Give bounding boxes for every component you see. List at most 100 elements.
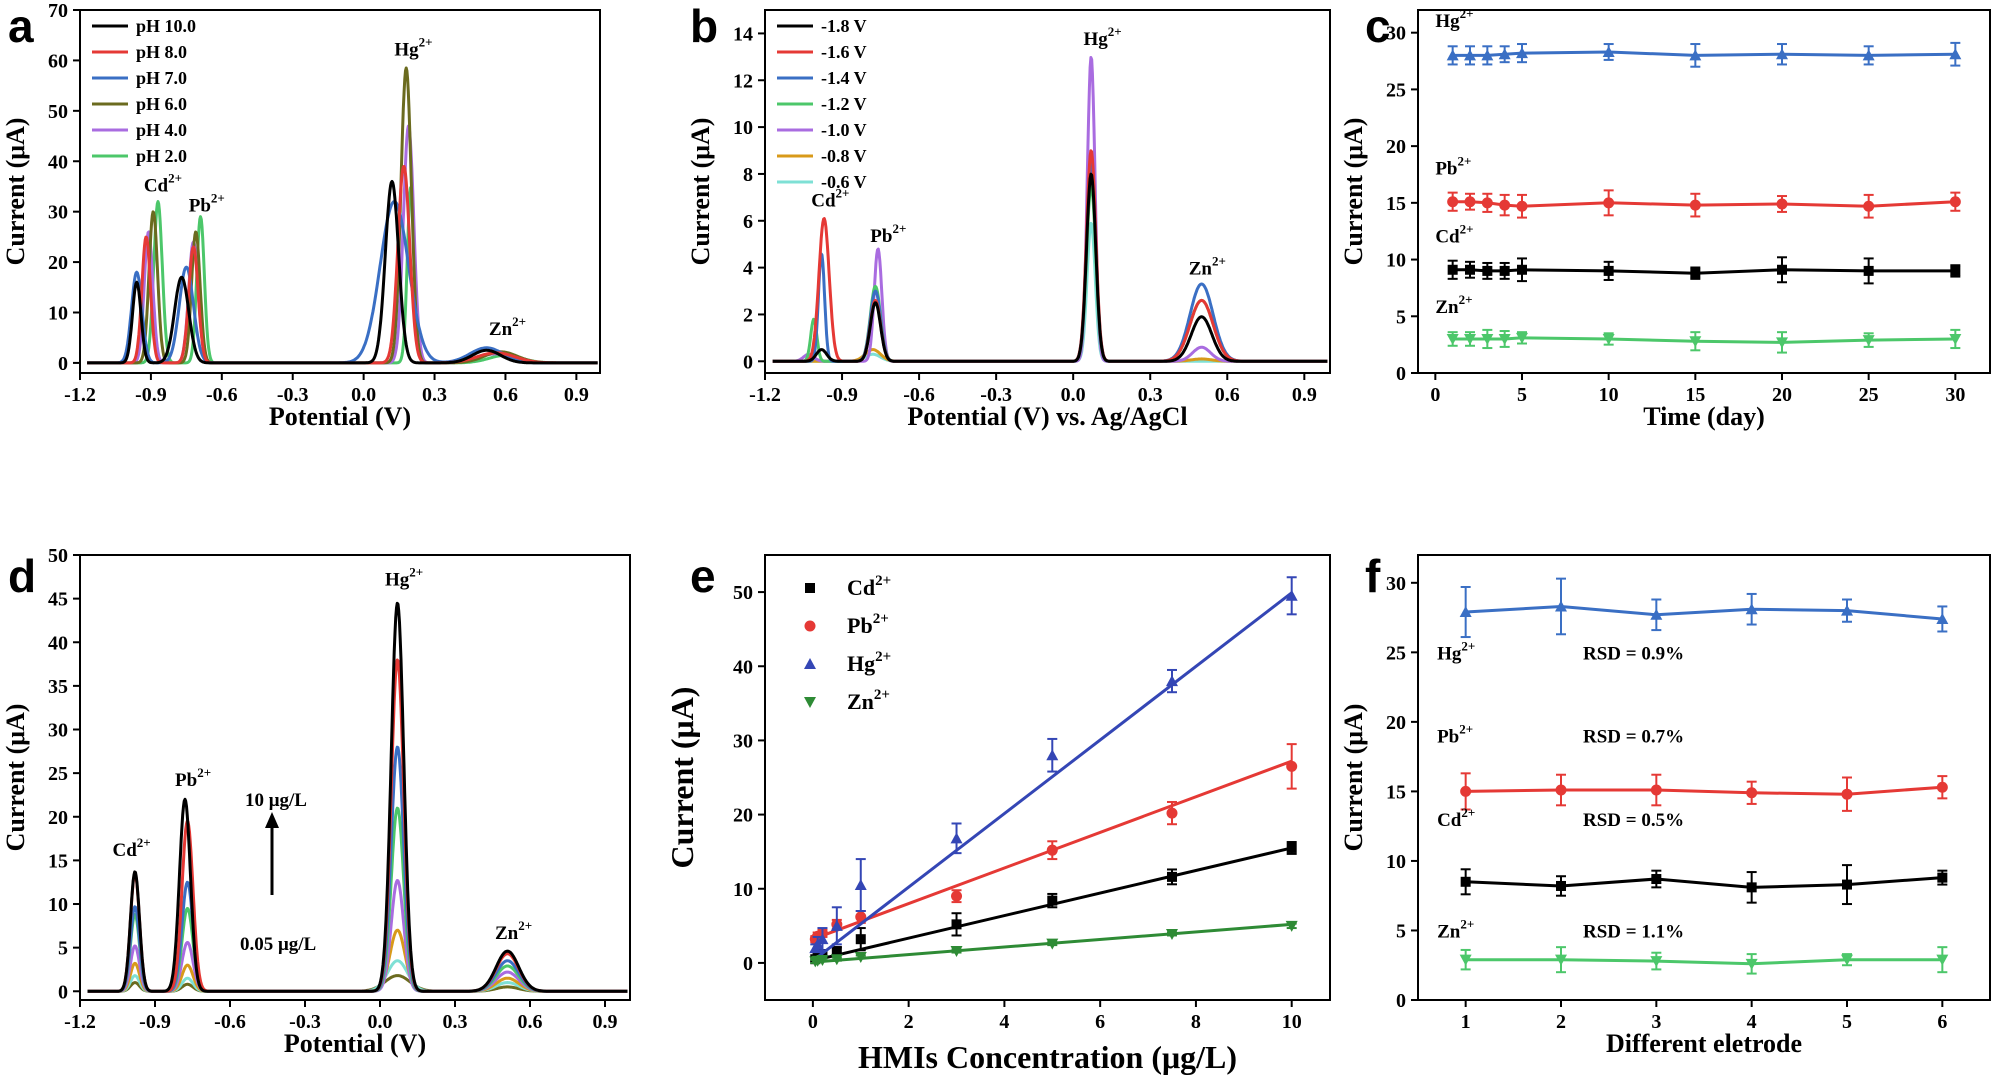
ion-symbol: Zn xyxy=(1435,297,1459,318)
circle-marker xyxy=(1689,199,1701,211)
ion-charge: 2+ xyxy=(512,314,526,329)
panel-letter: b xyxy=(690,0,718,52)
series-line xyxy=(1452,50,1956,57)
x-tick-label: 3 xyxy=(1651,1011,1661,1033)
y-axis-label: Current (μA) xyxy=(1339,704,1368,852)
ion-charge: 2+ xyxy=(875,649,891,665)
y-tick-label: 25 xyxy=(1386,642,1406,664)
x-tick-label: 0 xyxy=(808,1011,818,1033)
y-tick-label: 0 xyxy=(743,953,753,975)
y-tick-label: 0 xyxy=(743,351,753,373)
series-line xyxy=(772,172,1329,363)
x-tick-label: -0.6 xyxy=(903,384,935,406)
x-tick-label: 6 xyxy=(1937,1011,1947,1033)
square-marker xyxy=(1556,880,1566,891)
panel-letter: d xyxy=(8,550,36,602)
x-tick-label: 0.6 xyxy=(493,384,518,406)
legend-label: -1.0 V xyxy=(821,120,867,140)
zn-peak-label: Zn2+ xyxy=(489,314,526,340)
ion-symbol: Hg xyxy=(847,651,875,676)
square-marker xyxy=(1499,265,1510,276)
curves xyxy=(86,601,629,993)
ion-symbol: Pb xyxy=(847,613,873,638)
triangle-down-marker xyxy=(1841,954,1853,966)
circle-marker xyxy=(1936,781,1948,793)
y-tick-label: 25 xyxy=(48,763,68,785)
pb-peak-label: Pb2+ xyxy=(1435,153,1471,179)
x-tick-label: 10 xyxy=(1599,384,1619,406)
x-tick-label: 20 xyxy=(1772,384,1792,406)
ion-charge: 2+ xyxy=(518,918,532,933)
y-tick-label: 6 xyxy=(743,211,753,233)
square-marker xyxy=(831,946,842,957)
triangle-down-marker xyxy=(1459,954,1472,966)
panel-letter: c xyxy=(1365,0,1391,52)
square-marker xyxy=(1950,265,1961,276)
y-tick-label: 14 xyxy=(733,23,753,45)
y-tick-label: 10 xyxy=(733,879,753,901)
square-marker xyxy=(1286,842,1297,853)
circle-marker xyxy=(1481,197,1493,209)
square-marker xyxy=(1460,876,1471,887)
zn-peak-label: Zn2+ xyxy=(1437,916,1474,942)
hg-peak-label: Hg2+ xyxy=(1083,24,1121,50)
circle-marker xyxy=(1841,788,1853,800)
legend-label: -1.8 V xyxy=(821,16,867,36)
ion-charge: 2+ xyxy=(1460,916,1474,931)
ion-charge: 2+ xyxy=(197,765,211,780)
pb-peak-label: Pb2+ xyxy=(1437,722,1473,748)
y-axis-label: Current (μA) xyxy=(1,704,30,852)
circle-marker xyxy=(1464,196,1476,208)
ion-symbol: Pb xyxy=(189,196,211,217)
y-tick-label: 5 xyxy=(58,938,68,960)
ion-charge: 2+ xyxy=(892,221,906,236)
ion-charge: 2+ xyxy=(409,565,423,580)
plot-frame xyxy=(79,554,631,1001)
y-tick-label: 0 xyxy=(1396,363,1406,385)
square-marker xyxy=(1690,268,1701,279)
circle-marker xyxy=(1166,807,1178,819)
triangle-up-marker xyxy=(1555,600,1567,612)
triangle-down-marker xyxy=(1776,337,1788,349)
ion-charge: 2+ xyxy=(875,573,891,589)
triangle-up-marker xyxy=(1949,48,1962,60)
x-axis-label: HMIs Concentration (μg/L) xyxy=(858,1039,1237,1075)
circle-marker xyxy=(1863,200,1875,212)
y-tick-label: 60 xyxy=(48,50,68,72)
x-tick-label: -0.9 xyxy=(826,384,858,406)
y-axis-label: Current (μA) xyxy=(686,118,715,266)
x-axis-label: Potential (V) xyxy=(284,1029,426,1058)
x-tick-label: 0.3 xyxy=(443,1011,468,1033)
square-marker xyxy=(1465,264,1475,275)
ion-symbol: Pb xyxy=(175,770,197,791)
panel-b: b -1.2 -0.9 -0.6 -0.3 0.0 0.3 0.6 0.9 0 2 4 6 8 10 12 14… xyxy=(686,0,1331,431)
ion-symbol: Cd xyxy=(847,575,875,600)
rsd-label: RSD = 0.5% xyxy=(1583,810,1684,831)
triangle-down-marker xyxy=(1046,938,1059,950)
y-tick-label: 10 xyxy=(48,894,68,916)
ion-symbol: Zn xyxy=(489,319,513,340)
cd-peak-label: Cd2+ xyxy=(1437,805,1475,831)
y-axis-label: Current (μA) xyxy=(1,118,30,266)
x-tick-label: 0.3 xyxy=(422,384,447,406)
triangle-down-marker xyxy=(1516,332,1528,344)
y-tick-label: 50 xyxy=(48,545,68,567)
ion-charge: 2+ xyxy=(1461,638,1475,653)
ion-symbol: Hg xyxy=(1435,11,1460,32)
ion-symbol: Pb xyxy=(1435,158,1457,179)
triangle-down-marker xyxy=(816,954,829,966)
x-axis-label: Potential (V) vs. Ag/AgCl xyxy=(907,402,1187,431)
panel-letter: f xyxy=(1365,550,1381,602)
y-tick-label: 10 xyxy=(48,303,68,325)
y-axis-label: Current (μA) xyxy=(1339,118,1368,266)
ion-symbol: Hg xyxy=(1083,29,1108,50)
ion-charge: 2+ xyxy=(836,186,850,201)
x-tick-label: 0.0 xyxy=(351,384,376,406)
fit-line xyxy=(811,591,1293,962)
triangle-up-marker xyxy=(1841,604,1853,616)
square-marker xyxy=(1937,872,1948,883)
cd-peak-label: Cd2+ xyxy=(144,171,182,197)
ion-symbol: Hg xyxy=(394,39,419,60)
circle-marker xyxy=(1650,784,1662,796)
y-tick-label: 30 xyxy=(1386,573,1406,595)
